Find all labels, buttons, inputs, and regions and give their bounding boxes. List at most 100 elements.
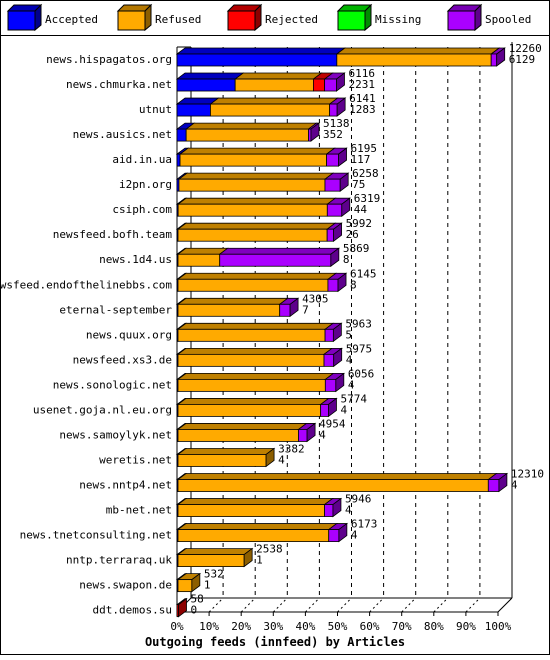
bar-segment-top-spooled (218, 247, 341, 255)
bar-segment-side-spooled (289, 297, 299, 318)
bar-segment-refused (179, 153, 328, 167)
bar-news-quux-org (175, 322, 343, 343)
bar-segment-side-spooled (336, 97, 346, 117)
bar-segment-accepted (176, 53, 338, 67)
legend-item-refused: Refused (116, 3, 201, 32)
category-label: news.quux.org (86, 328, 172, 341)
bar-segment-side-spooled (330, 247, 340, 268)
bar-newsfeed-xs3-de (175, 347, 343, 368)
bar-segment-top-accepted (175, 72, 245, 80)
category-label: utnut (139, 103, 172, 116)
category-label: newsfeed.xs3.de (73, 353, 172, 366)
bar-newsfeed-bofh-team (175, 222, 343, 243)
bar-utnut (175, 97, 347, 117)
value-label-offered: 2538 (256, 543, 283, 556)
category-label: csiph.com (112, 203, 172, 216)
bar-segment-refused (185, 128, 309, 142)
bar-segment-refused (177, 529, 330, 542)
bar-segment-refused (177, 504, 325, 517)
legend-swatch-spooled (446, 3, 483, 32)
bar-segment-spooled (324, 328, 334, 342)
bar-segment-spooled (327, 278, 339, 292)
bar-segment-side-spooled (337, 272, 347, 293)
bar-segment-side-spooled (335, 372, 345, 393)
bar-segment-side-spooled (332, 497, 342, 518)
bar-segment-top-refused (176, 197, 337, 205)
bar-segment-refused (177, 353, 325, 367)
bar-news-tnetconsulting-net (175, 522, 349, 543)
bar-segment-refused (177, 203, 328, 217)
bar-segment-refused (177, 579, 193, 593)
bar-segment-side-spooled (333, 347, 343, 368)
gridline-floor (401, 597, 417, 613)
bar-segment-side-refused (243, 547, 253, 568)
value-label-accepted: 1 (256, 554, 263, 567)
value-label-accepted: 4 (319, 428, 326, 441)
bar-news-chmurka-net (175, 72, 346, 92)
bar-nntp-terraraq-uk (175, 547, 254, 568)
bar-ddt-demos-su (175, 597, 188, 618)
value-label-accepted: 75 (352, 178, 365, 191)
bar-segment-side-spooled (498, 472, 508, 493)
value-label-accepted: 6129 (509, 53, 536, 66)
value-label-accepted: 4 (351, 529, 358, 542)
category-label: newsfeed.endofthelinebbs.com (0, 278, 172, 291)
bar-segment-top-refused (177, 172, 335, 180)
gridline-floor (272, 597, 288, 613)
bar-segment-side-spooled (338, 147, 347, 167)
category-label: i2pn.org (119, 178, 172, 191)
bar-segment-top-refused (176, 347, 334, 355)
value-label-accepted: 1283 (349, 103, 376, 116)
category-label: news.samoylyk.net (59, 428, 172, 441)
bar-segment-accepted (176, 103, 211, 117)
legend-swatch-refused (116, 3, 153, 32)
bar-segment-top-refused (176, 398, 330, 405)
bar-news-nntp4-net (175, 472, 509, 493)
value-label-offered: 5992 (346, 217, 373, 230)
bar-segment-refused (177, 253, 221, 267)
bar-segment-side-spooled (332, 322, 342, 343)
value-label-accepted: 8 (350, 278, 357, 291)
bar-segment-side-refused (191, 572, 201, 593)
bar-segment-side-rejected (178, 597, 187, 618)
value-label-accepted: 4 (511, 479, 518, 492)
bar-i2pn-org (175, 172, 350, 192)
bar-segment-refused (177, 378, 326, 392)
value-label-accepted: 1 (204, 579, 211, 592)
gridline-floor (369, 597, 384, 613)
bar-segment-refused (177, 228, 328, 242)
value-label-accepted: 5 (345, 328, 352, 341)
value-label-offered: 4305 (302, 292, 329, 305)
bar-segment-top-refused (176, 548, 254, 555)
x-tick-label: 30% (263, 620, 283, 633)
x-tick-label: 50% (328, 620, 348, 633)
legend-item-missing: Missing (336, 3, 421, 32)
gridline-floor (240, 597, 256, 613)
gridline-floor (337, 597, 352, 613)
bar-weretis-net (175, 447, 276, 468)
bar-segment-top-refused (233, 72, 323, 80)
x-tick-label: 60% (360, 620, 380, 633)
bar-segment-side-spooled (306, 422, 316, 443)
gridline-floor (305, 597, 320, 613)
bar-news-hispagatos-org (175, 47, 506, 67)
bar-segment-side-spooled (339, 172, 349, 192)
bar-newsfeed-endofthelinebbs-com (175, 272, 348, 293)
category-label: weretis.net (99, 453, 172, 466)
bar-eternal-september (175, 297, 300, 318)
category-label: news.tnetconsulting.net (20, 529, 172, 542)
value-label-offered: 6141 (349, 92, 376, 105)
bar-segment-refused (177, 554, 245, 567)
category-label: news.1d4.us (99, 253, 172, 266)
category-label: news.ausics.net (73, 128, 172, 141)
value-label-offered: 4954 (319, 417, 346, 430)
bar-segment-spooled (326, 153, 339, 167)
bar-segment-accepted (176, 128, 187, 142)
value-label-offered: 58 (191, 593, 204, 606)
value-label-offered: 5869 (343, 242, 370, 255)
value-label-offered: 6195 (351, 142, 378, 155)
value-label-offered: 5946 (345, 493, 372, 506)
bar-segment-refused (177, 404, 322, 417)
value-label-accepted: 7 (302, 303, 309, 316)
bar-segment-refused (336, 53, 492, 67)
